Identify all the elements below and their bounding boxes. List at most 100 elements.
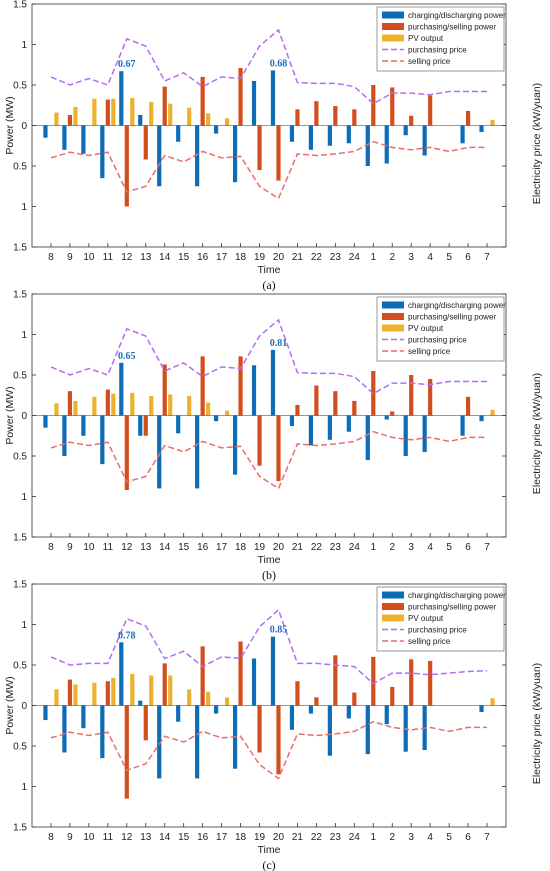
x-tick-label: 14 [159, 252, 171, 263]
charging-bar [327, 415, 332, 440]
purchasing-bar [314, 101, 319, 126]
charging-bar [460, 415, 465, 436]
x-tick-label: 24 [349, 832, 361, 843]
purchasing-bar [124, 415, 129, 491]
pv-bar [54, 689, 59, 706]
pv-bar [111, 393, 116, 416]
legend-label: purchasing price [408, 626, 467, 635]
charging-bar [365, 705, 370, 755]
purchasing-bar [465, 396, 471, 416]
legend-swatch [382, 301, 404, 309]
pv-bar [149, 675, 154, 706]
x-tick-label: 11 [103, 542, 114, 553]
charging-bar [346, 415, 351, 432]
x-tick-label: 11 [103, 832, 114, 843]
charging-bar [157, 125, 162, 187]
y-tick-label: 1.5 [13, 243, 27, 254]
y-tick-label: 0 [21, 121, 27, 132]
x-tick-label: 6 [465, 832, 471, 843]
pv-bar [73, 400, 78, 416]
x-tick-label: 10 [83, 542, 95, 553]
charging-bar [119, 71, 124, 126]
charging-bar [308, 705, 313, 714]
x-tick-label: 16 [197, 542, 209, 553]
x-tick-label: 4 [427, 832, 433, 843]
charging-bar [81, 125, 86, 154]
purchasing-bar [257, 415, 262, 466]
legend-label: PV output [408, 614, 444, 623]
charging-bar [214, 125, 219, 134]
purchasing-bar [390, 87, 395, 126]
x-tick-label: 16 [197, 832, 209, 843]
x-tick-label: 19 [254, 252, 266, 263]
x-tick-label: 10 [83, 832, 95, 843]
charging-bar [346, 125, 351, 144]
charging-bar [422, 125, 427, 156]
panel-label: (b) [262, 568, 276, 582]
charging-bar [384, 415, 389, 420]
pv-bar [490, 698, 495, 706]
purchasing-bar [124, 125, 129, 207]
data-label: 0.65 [118, 351, 136, 362]
x-tick-label: 2 [389, 252, 395, 263]
x-tick-label: 17 [216, 832, 228, 843]
purchasing-bar [143, 125, 148, 160]
selling-price-line [50, 720, 487, 780]
y-tick-label: 1 [21, 492, 27, 503]
y-tick-label: 0.5 [13, 452, 27, 463]
x-tick-label: 15 [178, 542, 190, 553]
legend-label: selling price [408, 57, 451, 66]
x-tick-label: 14 [159, 832, 171, 843]
data-label: 0.68 [270, 58, 288, 69]
pv-bar [187, 107, 192, 126]
pv-bar [92, 98, 97, 126]
pv-bar [225, 118, 230, 126]
charging-bar [479, 415, 484, 422]
y-tick-label: 0.5 [13, 81, 27, 92]
x-tick-label: 7 [484, 252, 490, 263]
x-tick-label: 8 [48, 252, 54, 263]
legend-swatch [382, 34, 404, 42]
charging-bar [270, 349, 276, 416]
purchasing-bar [67, 114, 73, 126]
y2-axis-title: Electricity price (kW/yuan) [531, 373, 543, 494]
purchasing-bar [409, 659, 414, 706]
charging-bar [308, 125, 313, 150]
legend-label: purchasing/selling power [408, 23, 496, 32]
pv-bar [168, 675, 173, 706]
x-tick-label: 13 [140, 542, 152, 553]
purchasing-bar [67, 391, 73, 416]
charging-bar [270, 636, 276, 706]
charging-bar [403, 415, 408, 456]
x-tick-label: 18 [235, 832, 247, 843]
legend-label: charging/discharging power [408, 11, 506, 20]
y-tick-label: 1.5 [13, 823, 27, 834]
charging-bar [289, 125, 295, 142]
charging-bar [251, 658, 257, 706]
charging-bar [100, 125, 105, 179]
data-label: 0.78 [118, 630, 136, 641]
pv-bar [187, 689, 192, 706]
charging-bar [43, 705, 48, 721]
charging-bar [119, 642, 124, 706]
charging-bar [195, 415, 200, 489]
purchasing-bar [371, 85, 376, 126]
x-tick-label: 12 [121, 832, 133, 843]
pv-bar [206, 402, 211, 416]
pv-bar [92, 396, 97, 416]
pv-bar [130, 392, 135, 416]
pv-bar [206, 113, 211, 126]
purchasing-bar [333, 655, 338, 706]
charging-bar [460, 125, 465, 144]
x-tick-label: 21 [292, 542, 304, 553]
data-label: 0.81 [270, 338, 288, 349]
x-tick-label: 5 [446, 832, 452, 843]
charging-bar [62, 705, 67, 753]
purchasing-bar [428, 660, 433, 706]
purchasing-price-line [50, 28, 487, 105]
x-tick-label: 4 [427, 252, 433, 263]
purchasing-bar [200, 76, 205, 126]
y-tick-label: 0 [21, 411, 27, 422]
pv-bar [149, 102, 154, 126]
